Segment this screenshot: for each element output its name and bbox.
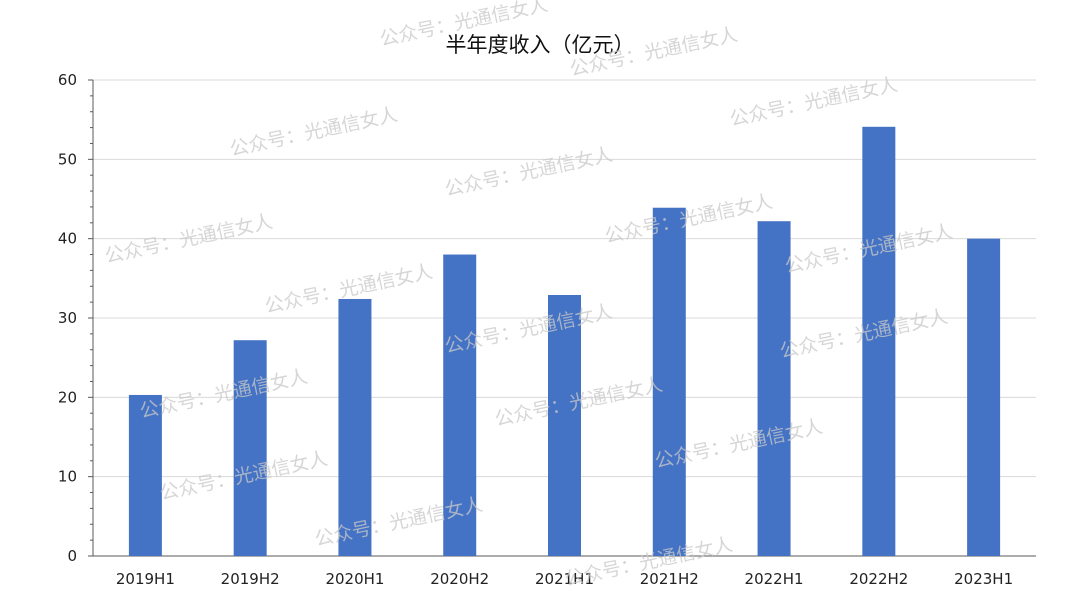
y-tick-label: 10	[58, 468, 77, 486]
y-tick-label: 0	[67, 547, 77, 565]
watermark-text: 公众号：光通信女人	[728, 74, 900, 131]
x-tick-label: 2022H2	[849, 570, 908, 588]
bar-2019H1	[128, 394, 162, 556]
x-tick-label: 2021H2	[640, 570, 699, 588]
bar-2022H2	[862, 126, 896, 556]
y-tick-label: 40	[58, 230, 77, 248]
y-tick-label: 60	[58, 71, 77, 89]
bar-2020H2	[443, 254, 477, 557]
x-tick-label: 2022H1	[745, 570, 804, 588]
bar-2019H2	[233, 340, 267, 556]
bar-2021H1	[548, 294, 581, 556]
watermarks: 公众号：光通信女人公众号：光通信女人公众号：光通信女人公众号：光通信女人公众号：…	[103, 0, 955, 591]
x-tick-label: 2023H1	[954, 570, 1013, 588]
y-tick-label: 30	[58, 309, 77, 327]
bar-2020H1	[338, 298, 372, 556]
y-tick-label: 20	[58, 388, 77, 406]
watermark-text: 公众号：光通信女人	[228, 104, 400, 161]
x-tick-label: 2020H1	[325, 570, 384, 588]
y-tick-label: 50	[58, 150, 77, 168]
x-tick-label: 2019H2	[221, 570, 280, 588]
x-tick-label: 2020H2	[430, 570, 489, 588]
x-tick-label: 2019H1	[116, 570, 175, 588]
bar-2023H1	[967, 238, 1001, 556]
watermark-text: 公众号：光通信女人	[138, 366, 310, 423]
bar-2022H1	[757, 221, 791, 557]
bars	[128, 126, 1001, 557]
chart-title: 半年度收入（亿元）	[446, 33, 635, 57]
tick-labels: 0 10 20 30 40 50 60 2019H1 2019H2 2020H1 2020H2 202…	[58, 71, 1013, 588]
watermark-text: 公众号：光通信女人	[443, 144, 615, 201]
bar-2021H2	[652, 207, 686, 556]
x-tick-label: 2021H1	[535, 570, 594, 588]
